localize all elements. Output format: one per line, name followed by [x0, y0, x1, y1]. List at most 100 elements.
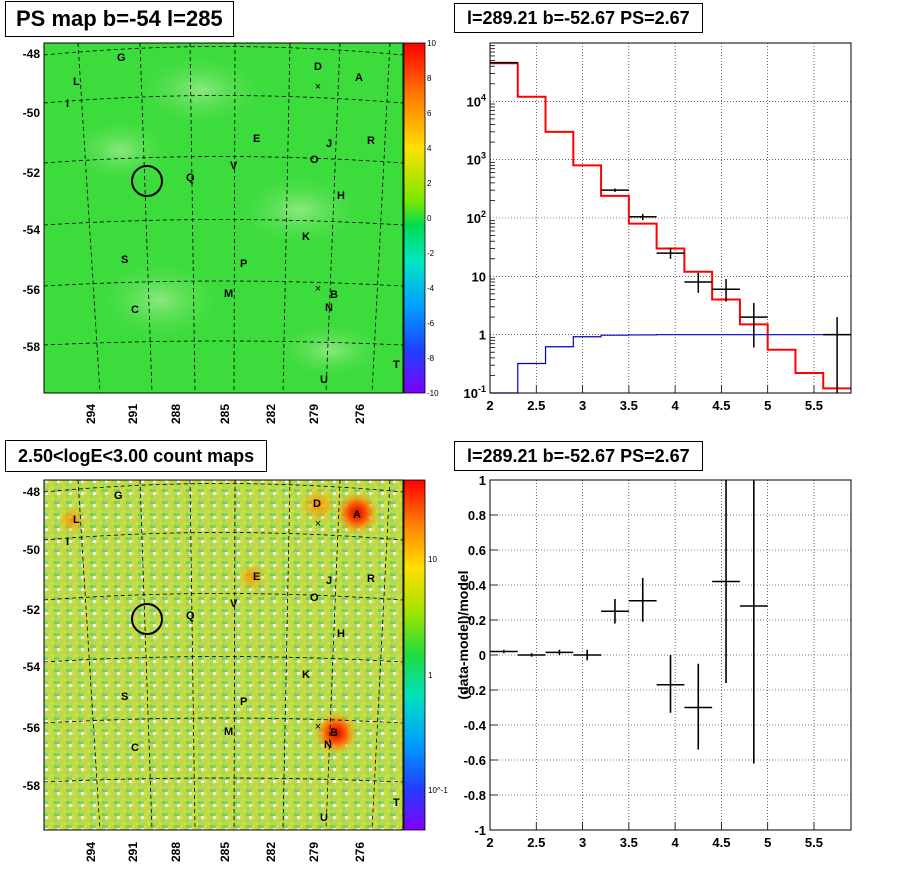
- source-label: O: [310, 154, 319, 166]
- source-label: V: [230, 160, 238, 172]
- source-label: I: [66, 98, 69, 110]
- cross-marker: ×: [315, 283, 321, 295]
- colorbar-tick-label: -2: [427, 249, 435, 258]
- spectrum-title: l=289.21 b=-52.67 PS=2.67: [454, 3, 703, 33]
- lat-tick-label: -58: [23, 340, 41, 354]
- ps-map-lat-ticks: -48 -50 -52 -54 -56 -58: [23, 47, 41, 354]
- source-label: N: [324, 739, 332, 751]
- colorbar-tick-label: 1: [428, 671, 433, 680]
- source-label: V: [230, 598, 238, 610]
- colorbar-tick-label: -6: [427, 319, 435, 328]
- source-label: D: [313, 498, 321, 510]
- ps-map-light-patch: [130, 50, 270, 130]
- y-tick-label: -0.8: [464, 788, 486, 803]
- ps-map-source-labels: G D A L I E J R O Q V H K S P M B N C T …: [66, 52, 400, 386]
- lat-tick-label: -48: [23, 485, 41, 499]
- source-label: K: [302, 231, 310, 243]
- x-tick-label: 2: [486, 398, 493, 413]
- count-map-lon-ticks: 294 291 288 285 282 279 276: [84, 842, 367, 862]
- source-label: M: [224, 288, 233, 300]
- ps-map-light-patch: [90, 255, 230, 345]
- ps-map-lon-ticks: 294 291 288 285 282 279 276: [84, 404, 367, 424]
- lon-tick-label: 288: [169, 404, 183, 424]
- y-tick-label: 102: [467, 209, 486, 226]
- lat-tick-label: -56: [23, 721, 41, 735]
- count-map-title: 2.50<logE<3.00 count maps: [5, 440, 268, 472]
- count-hotspot-e: [238, 563, 266, 591]
- colorbar-tick-label: -10: [427, 389, 439, 398]
- count-hotspot-l: [58, 506, 86, 534]
- y-tick-label: 0.2: [468, 613, 486, 628]
- lat-tick-label: -56: [23, 283, 41, 297]
- source-label: H: [337, 628, 345, 640]
- lat-tick-label: -50: [23, 543, 41, 557]
- source-label: H: [337, 190, 345, 202]
- y-tick-label: 0.4: [468, 578, 487, 593]
- source-label: G: [117, 52, 126, 64]
- lat-tick-label: -52: [23, 603, 41, 617]
- colorbar-tick-label: 8: [427, 74, 432, 83]
- y-tick-label: 1: [479, 328, 486, 343]
- count-map-grid: [43, 479, 404, 831]
- x-tick-label: 3.5: [620, 398, 638, 413]
- count-hotspot-b: [314, 711, 358, 755]
- count-colorbar: [403, 479, 426, 831]
- source-label: J: [326, 575, 332, 587]
- source-label: G: [114, 490, 123, 502]
- y-tick-label: 0: [479, 648, 486, 663]
- x-tick-label: 4: [672, 835, 680, 850]
- source-label: A: [353, 509, 361, 521]
- residual-y-axis-label: (data-model)/model: [455, 570, 471, 699]
- residual-plot: 2 2.5 3 3.5 4 4.5 5 5.5 -1 -0.8 -0.6 -0.4 -0.2 0 0.2 0.…: [455, 473, 852, 850]
- ps-colorbar-ticks: 10 8 6 4 2 0 -2 -4 -6 -8 -10: [427, 39, 439, 398]
- source-label: P: [240, 696, 247, 708]
- source-label: J: [326, 138, 332, 150]
- x-tick-label: 2: [486, 835, 493, 850]
- source-label: S: [121, 254, 128, 266]
- lon-tick-label: 291: [126, 842, 140, 862]
- lon-tick-label: 282: [264, 842, 278, 862]
- source-label: E: [253, 133, 260, 145]
- source-label: B: [330, 727, 338, 739]
- lon-tick-label: 279: [307, 404, 321, 424]
- source-label: E: [253, 571, 260, 583]
- source-label: O: [310, 592, 319, 604]
- source-label: P: [240, 258, 247, 270]
- marked-source-circle: [131, 165, 163, 197]
- count-map-frame: [43, 479, 404, 831]
- spectrum-plot-frame: [489, 42, 852, 394]
- y-tick-label: -0.2: [464, 683, 486, 698]
- lon-tick-label: 285: [218, 842, 232, 862]
- y-tick-label: 10-1: [464, 384, 486, 401]
- lon-tick-label: 294: [84, 404, 98, 424]
- lat-tick-label: -48: [23, 47, 41, 61]
- source-label: B: [330, 289, 338, 301]
- x-tick-label: 3: [579, 398, 586, 413]
- count-colorbar-ticks: 10 1 10^-1: [428, 555, 448, 795]
- count-map-lat-ticks: -48 -50 -52 -54 -56 -58: [23, 485, 41, 793]
- residual-title: l=289.21 b=-52.67 PS=2.67: [454, 441, 703, 471]
- lon-tick-label: 282: [264, 404, 278, 424]
- colorbar-tick-label: -4: [427, 284, 435, 293]
- source-label: T: [393, 359, 400, 371]
- x-tick-label: 3.5: [620, 835, 638, 850]
- cross-marker: ×: [315, 721, 321, 733]
- y-tick-label: -0.4: [464, 718, 487, 733]
- colorbar-tick-label: 10^-1: [428, 786, 448, 795]
- y-tick-label: 0.8: [468, 508, 486, 523]
- count-hotspot-d: [300, 487, 336, 523]
- lat-tick-label: -54: [23, 223, 41, 237]
- ps-colorbar: [403, 42, 426, 394]
- lon-tick-label: 285: [218, 404, 232, 424]
- x-tick-label: 5: [764, 398, 771, 413]
- lat-tick-label: -58: [23, 779, 41, 793]
- source-label: U: [320, 374, 328, 386]
- lon-tick-label: 276: [353, 404, 367, 424]
- x-tick-label: 5.5: [805, 398, 823, 413]
- ps-map-title: PS map b=-54 l=285: [5, 1, 234, 37]
- lon-tick-label: 276: [353, 842, 367, 862]
- source-label: Q: [186, 172, 195, 184]
- colorbar-tick-label: -8: [427, 354, 435, 363]
- marked-source-circle: [131, 603, 163, 635]
- spectrum-plot: 2 2.5 3 3.5 4 4.5 5 5.5 10-1 1 10 102 103 104: [464, 42, 852, 413]
